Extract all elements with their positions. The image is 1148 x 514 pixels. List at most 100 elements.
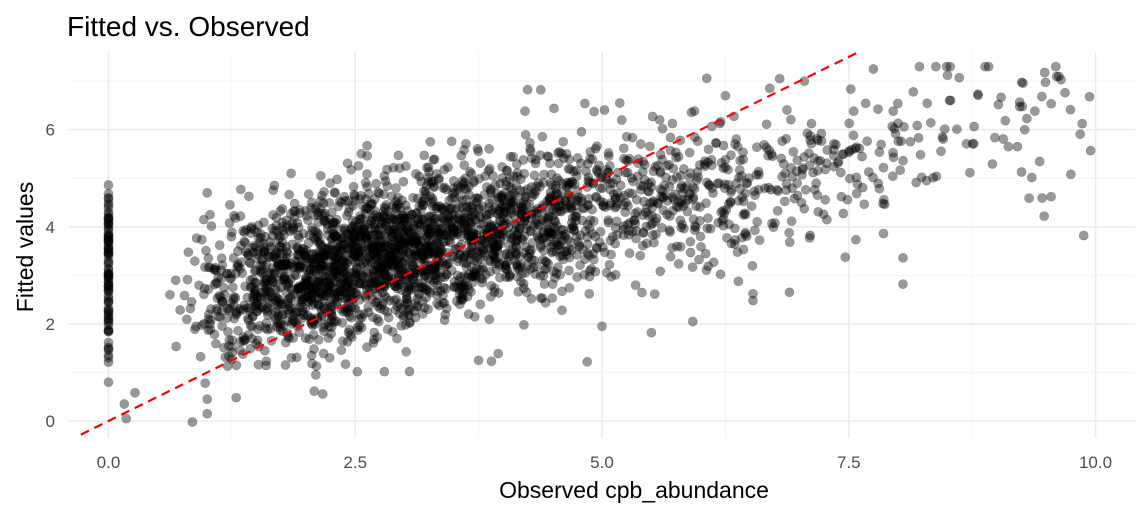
data-point (269, 249, 280, 260)
data-point (303, 283, 314, 294)
data-point (860, 98, 871, 109)
x-tick-label: 10.0 (1079, 453, 1112, 472)
data-point (610, 238, 621, 249)
data-point (419, 283, 430, 294)
data-point (601, 267, 612, 278)
data-point (483, 202, 494, 213)
data-point (283, 277, 294, 288)
data-point (473, 203, 484, 214)
data-point (686, 107, 697, 118)
data-point (784, 227, 795, 238)
data-point (1014, 101, 1025, 112)
data-point (439, 297, 450, 308)
data-point (585, 215, 596, 225)
data-point (322, 245, 333, 255)
data-point (251, 306, 262, 317)
data-point (1037, 91, 1047, 102)
data-point (737, 232, 747, 243)
data-point (355, 227, 366, 238)
data-point (365, 198, 376, 208)
data-point (103, 344, 114, 354)
data-point (507, 243, 518, 254)
x-tick-label: 5.0 (590, 453, 614, 472)
data-point (462, 202, 472, 213)
data-point (836, 191, 847, 202)
data-point (748, 288, 758, 299)
data-point (524, 245, 535, 255)
data-point (343, 327, 354, 338)
data-point (1046, 191, 1056, 202)
data-point (684, 147, 695, 158)
data-point (189, 256, 200, 266)
data-point (281, 258, 291, 269)
data-point (571, 215, 581, 226)
data-point (688, 192, 699, 202)
data-point (396, 221, 406, 231)
data-point (462, 230, 473, 241)
data-point (480, 239, 491, 249)
data-point (308, 257, 319, 268)
data-point (332, 242, 343, 253)
data-point (218, 282, 229, 293)
data-point (293, 222, 304, 233)
data-point (343, 307, 353, 318)
data-point (564, 154, 575, 165)
data-point (454, 215, 465, 226)
data-point (468, 228, 479, 239)
data-point (365, 204, 375, 215)
data-point (354, 251, 365, 262)
data-point (487, 234, 497, 245)
data-point (372, 290, 383, 301)
data-point (540, 256, 550, 267)
data-point (723, 164, 733, 175)
data-point (482, 243, 493, 254)
data-point (277, 258, 288, 269)
data-point (720, 162, 731, 173)
data-point (560, 229, 571, 240)
data-point (279, 271, 290, 282)
data-point (381, 220, 391, 231)
data-point (541, 237, 552, 247)
data-point (683, 194, 693, 205)
data-point (722, 232, 732, 243)
data-point (292, 218, 303, 228)
data-point (198, 289, 209, 300)
data-point (675, 215, 686, 226)
data-point (260, 323, 271, 333)
data-point (545, 231, 555, 242)
data-point (258, 217, 269, 228)
data-point (396, 320, 407, 331)
data-point (511, 230, 522, 241)
data-point (496, 201, 507, 212)
data-point (733, 276, 744, 287)
data-point (572, 249, 582, 260)
data-point (542, 196, 552, 207)
data-point (345, 224, 356, 234)
data-point (103, 251, 114, 262)
data-point (767, 151, 778, 162)
data-point (300, 291, 311, 301)
y-tick-label: 4 (46, 218, 55, 237)
data-point (657, 154, 667, 165)
data-point (443, 209, 454, 220)
data-point (792, 178, 803, 189)
data-point (641, 203, 652, 214)
data-point (409, 281, 419, 292)
data-point (464, 216, 474, 227)
data-point (399, 245, 409, 255)
data-point (397, 229, 408, 240)
data-point (805, 135, 815, 145)
data-point (804, 232, 815, 243)
data-point (740, 209, 751, 220)
data-point (103, 377, 114, 388)
data-point (752, 216, 763, 227)
data-point (437, 230, 447, 241)
data-point (675, 241, 686, 252)
data-point (294, 262, 305, 272)
data-point (635, 250, 646, 261)
data-point (379, 264, 390, 275)
data-point (606, 198, 616, 208)
data-point (438, 282, 449, 293)
data-point (548, 211, 558, 222)
data-point (103, 230, 114, 241)
